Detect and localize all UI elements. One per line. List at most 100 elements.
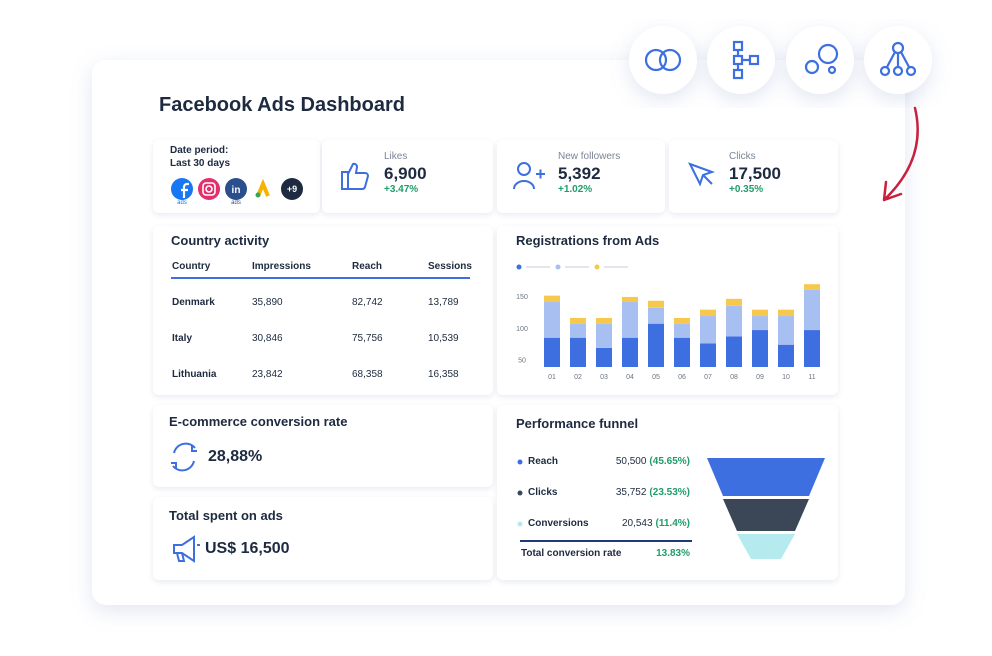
column-header: Sessions xyxy=(428,261,472,272)
bar-segment xyxy=(544,302,560,338)
more-logos: +9 xyxy=(287,184,297,194)
table-cell: 10,539 xyxy=(428,333,459,344)
percent: (11.4%) xyxy=(655,518,690,529)
ecommerce-card xyxy=(153,405,493,487)
kpi-label: Likes xyxy=(384,151,408,162)
bar-segment xyxy=(778,309,794,317)
funnel-dot xyxy=(517,521,523,527)
funnel-shape xyxy=(707,458,825,559)
bar-segment xyxy=(804,330,820,367)
bar-segment xyxy=(804,284,820,290)
bar-segment xyxy=(674,337,690,367)
date-value: Last 30 days xyxy=(170,158,231,169)
table-cell: 75,756 xyxy=(352,333,383,344)
x-tick-label: 01 xyxy=(548,374,556,381)
y-tick-label: 100 xyxy=(516,326,528,333)
y-tick-label: 50 xyxy=(518,358,526,365)
bar-segment xyxy=(570,323,586,338)
table-cell: 35,890 xyxy=(252,297,283,308)
percent: (45.65%) xyxy=(649,456,690,467)
bar-segment xyxy=(752,309,768,317)
x-tick-label: 03 xyxy=(600,374,608,381)
kpi-value: 17,500 xyxy=(729,164,781,183)
x-tick-label: 09 xyxy=(756,374,764,381)
total-label: Total conversion rate xyxy=(521,548,622,559)
column-header: Country xyxy=(172,261,211,272)
bar-segment xyxy=(700,316,716,344)
y-tick-label: 150 xyxy=(516,294,528,301)
bar-segment xyxy=(648,300,664,308)
kpi-label: Clicks xyxy=(729,151,756,162)
x-tick-label: 11 xyxy=(808,374,815,381)
x-tick-label: 02 xyxy=(574,374,582,381)
legend-dot xyxy=(594,264,600,270)
logo-caption: ads xyxy=(177,200,187,206)
bar-segment xyxy=(622,296,638,303)
table-cell: 82,742 xyxy=(352,297,383,308)
legend-line xyxy=(604,266,628,268)
funnel-dot xyxy=(517,459,523,465)
bar-segment xyxy=(544,337,560,367)
table-cell: 68,358 xyxy=(352,369,383,380)
card-title: Country activity xyxy=(171,233,270,248)
card-title: E-commerce conversion rate xyxy=(169,414,348,429)
card-title: Registrations from Ads xyxy=(516,233,660,248)
bar-segment xyxy=(648,323,664,367)
table-cell: 30,846 xyxy=(252,333,283,344)
table-cell: 23,842 xyxy=(252,369,283,380)
table-cell: Lithuania xyxy=(172,369,217,380)
tool-glyphs xyxy=(644,40,917,80)
table-cell: Italy xyxy=(172,333,193,344)
funnel-label: Clicks xyxy=(528,487,558,498)
kpi-card xyxy=(497,140,665,213)
bar-chart: 50 100 150 01 02 03 04 05 06 07 08 09 10 11 xyxy=(516,264,820,381)
card-title: Total spent on ads xyxy=(169,508,283,523)
funnel-label: Conversions xyxy=(528,518,589,529)
bar-segment xyxy=(804,289,820,331)
value: 50,500 xyxy=(615,456,647,467)
kpi-change: +1.02% xyxy=(558,184,593,195)
arrow xyxy=(882,106,919,202)
x-tick-label: 08 xyxy=(730,374,738,381)
date-card xyxy=(153,140,320,213)
bar-segment xyxy=(752,316,768,331)
logos xyxy=(171,178,303,200)
bar-segment xyxy=(700,343,716,367)
bar-segment xyxy=(596,317,612,324)
table-cell: 13,789 xyxy=(428,297,459,308)
logo-glyph: in xyxy=(232,185,241,196)
percent: (23.53%) xyxy=(649,487,690,498)
bar-segment xyxy=(700,309,716,317)
bar-segment xyxy=(570,337,586,367)
bar-segment xyxy=(544,295,560,303)
bar-segment xyxy=(726,305,742,337)
legend-line xyxy=(565,266,589,268)
funnel-value: 20,543 (11.4%) xyxy=(622,519,690,529)
bar-segment xyxy=(752,330,768,367)
total-value: 13.83% xyxy=(656,548,690,559)
bar-segment xyxy=(778,316,794,345)
divider xyxy=(171,277,470,279)
value: 20,543 xyxy=(621,518,653,529)
legend-dot xyxy=(516,264,522,270)
title: Facebook Ads Dashboard xyxy=(159,94,405,116)
kpi-value: 6,900 xyxy=(384,164,427,183)
country-card xyxy=(153,226,493,395)
metric-value: 28,88% xyxy=(208,448,263,465)
bar-segment xyxy=(726,336,742,367)
column-header: Reach xyxy=(352,261,383,272)
kpi-change: +0.35% xyxy=(729,184,764,195)
divider xyxy=(520,540,692,542)
bar-segment xyxy=(674,323,690,338)
bar-segment xyxy=(622,337,638,367)
table-cell: Denmark xyxy=(172,297,215,308)
funnel-dot xyxy=(517,490,523,496)
x-tick-label: 06 xyxy=(678,374,686,381)
x-tick-label: 07 xyxy=(704,374,712,381)
bar-segment xyxy=(596,323,612,348)
kpi-label: New followers xyxy=(558,151,621,162)
column-header: Impressions xyxy=(252,261,311,272)
funnel-label: Reach xyxy=(528,456,559,467)
date-label: Date period: xyxy=(170,145,229,156)
